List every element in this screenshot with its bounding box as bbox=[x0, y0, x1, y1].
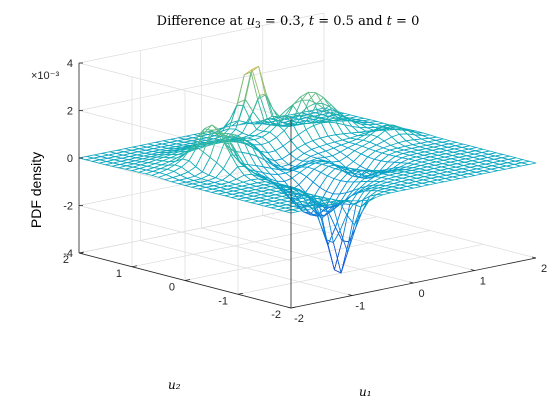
y-tick-mark bbox=[78, 251, 85, 254]
y-tick-label: -1 bbox=[218, 295, 228, 307]
x-tick-mark bbox=[470, 269, 475, 271]
x-tick-label: 1 bbox=[480, 276, 486, 288]
y-axis-label: u₂ bbox=[168, 378, 181, 392]
grid-line bbox=[78, 12, 325, 64]
y-tick-label: 1 bbox=[116, 268, 122, 280]
x-tick-label: -2 bbox=[294, 313, 304, 325]
x-tick-mark bbox=[286, 306, 292, 309]
z-tick-label: -2 bbox=[63, 201, 73, 213]
grid-line bbox=[78, 62, 292, 119]
chart-title: Difference at u3 = 0.3, t = 0.5 and t = … bbox=[157, 14, 420, 31]
x-tick-mark bbox=[348, 294, 353, 296]
y-tick-label: 0 bbox=[169, 282, 175, 294]
grid-line bbox=[78, 60, 325, 111]
y-tick-mark bbox=[131, 265, 138, 268]
y-tick-label: -2 bbox=[271, 309, 281, 321]
grid-line bbox=[78, 110, 292, 166]
y-tick-mark bbox=[290, 306, 297, 309]
y-tick-mark bbox=[184, 279, 191, 281]
y-tick-mark bbox=[237, 292, 244, 295]
y-tick-label: 2 bbox=[63, 254, 69, 266]
grid-line bbox=[184, 230, 431, 281]
grid-line bbox=[237, 243, 484, 295]
tick-labels: -4 -2 0 2 4 -2 -1 0 1 2 -2 -1 0 1 2 bbox=[63, 58, 547, 325]
grid-line bbox=[78, 155, 325, 206]
z-tick-label: -4 bbox=[63, 248, 73, 260]
surface-mesh bbox=[78, 65, 537, 274]
z-tick-label: 2 bbox=[67, 106, 73, 118]
z-tick-label: 0 bbox=[67, 153, 73, 165]
z-axis-label: PDF density bbox=[28, 152, 44, 228]
grid-line bbox=[78, 205, 292, 261]
z-tick-label: 4 bbox=[67, 58, 73, 70]
mesh-cell bbox=[284, 209, 300, 214]
x-tick-mark bbox=[531, 256, 537, 259]
x-tick-label: 0 bbox=[418, 288, 424, 300]
z-exponent-label: ×10⁻³ bbox=[31, 70, 59, 82]
x-tick-mark bbox=[409, 281, 414, 284]
x-axis-label: u₁ bbox=[359, 385, 372, 399]
x-tick-label: 2 bbox=[541, 263, 547, 275]
x-tick-label: -1 bbox=[355, 301, 365, 313]
